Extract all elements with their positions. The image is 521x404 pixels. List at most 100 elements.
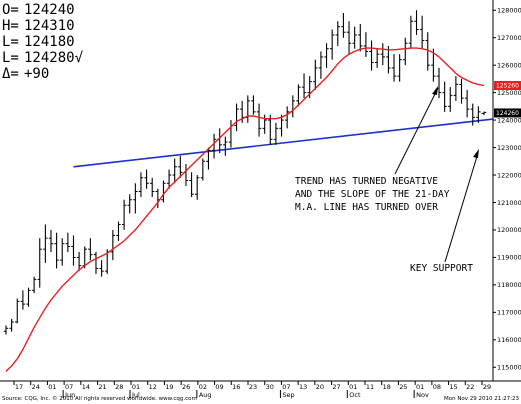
- ohlc-bar: [301, 73, 307, 99]
- ohlc-bar: [313, 59, 318, 90]
- y-tick-label: 116000: [497, 336, 521, 344]
- ohlc-readout: O= 124240 H= 124310 L= 124180 L= 124280√ Δ= +90: [2, 2, 84, 82]
- annotations: TREND HAS TURNED NEGATIVE AND THE SLOPE O…: [295, 86, 479, 274]
- y-tick-label: 120000: [497, 226, 521, 234]
- ohlc-bar: [54, 232, 59, 269]
- ohlc-bar: [408, 15, 414, 49]
- ohlc-bar: [37, 238, 42, 288]
- ohlc-bar: [76, 251, 82, 272]
- price-tag: [494, 108, 521, 118]
- x-tick-label: 30: [266, 383, 274, 391]
- x-axis: 17 24 01 07 14 21 28 01 12 19 26 02 09 16 23 30 07 13 20 27…: [13, 381, 491, 399]
- ohlc-bar: [48, 229, 54, 252]
- ohlc-bar: [374, 48, 380, 68]
- x-tick-label: 20: [316, 383, 324, 391]
- ohlc-bar: [15, 298, 20, 324]
- ohlc-bar: [358, 23, 363, 52]
- x-tick-label: 13: [299, 383, 307, 391]
- x-tick-label: 15: [449, 383, 457, 391]
- y-tick-label: 121000: [497, 199, 521, 207]
- x-tick-label: 24: [32, 383, 40, 391]
- ohlc-bar: [284, 106, 290, 129]
- ohlc-bar: [172, 158, 177, 184]
- annotation-trend-text: AND THE SLOPE OF THE 21-DAY: [295, 189, 450, 200]
- month-label: Jun: [64, 391, 75, 399]
- x-tick-label: 18: [383, 383, 391, 391]
- readout-label: L=: [2, 50, 19, 66]
- ohlc-bar: [448, 87, 453, 112]
- x-tick-label: 26: [182, 383, 190, 391]
- ohlc-bar: [150, 177, 155, 197]
- y-tick-label: 122000: [497, 171, 521, 179]
- x-tick-label: 01: [416, 383, 424, 391]
- ohlc-bar: [386, 45, 391, 74]
- x-tick-label: 22: [466, 383, 474, 391]
- readout-value: 124180: [24, 34, 75, 50]
- ohlc-bar: [133, 183, 138, 214]
- ohlc-bar: [481, 111, 487, 116]
- month-label: Aug: [199, 391, 212, 399]
- x-tick-label: 08: [433, 383, 441, 391]
- ohlc-bar: [476, 106, 481, 123]
- ohlc-bar: [414, 10, 419, 35]
- x-tick-label: 01: [349, 383, 357, 391]
- ohlc-bar: [43, 224, 48, 263]
- ohlc-bar: [9, 318, 14, 332]
- ohlc-bar: [262, 114, 267, 134]
- readout-value: 124310: [24, 18, 75, 34]
- month-label: Oct: [349, 391, 361, 399]
- ohlc-bar: [211, 133, 217, 159]
- x-tick-label: 11: [366, 383, 374, 391]
- footer-source: Source: CQG, Inc. © 2010 All rights rese…: [2, 395, 197, 402]
- ohlc-bar: [71, 235, 76, 266]
- ohlc-bar: [60, 238, 65, 266]
- y-tick-label: 117000: [497, 309, 521, 317]
- ohlc-bar: [346, 21, 352, 55]
- price-tag-label: 124260: [496, 110, 519, 117]
- ohlc-bar: [391, 54, 397, 82]
- ohlc-bar: [419, 15, 425, 49]
- readout-value: +90: [24, 66, 49, 82]
- annotation-trend-text: M.A. LINE HAS TURNED OVER: [295, 202, 438, 213]
- ohlc-bar: [26, 287, 31, 307]
- readout-label: H=: [2, 18, 19, 34]
- ohlc-bar: [369, 40, 374, 71]
- x-tick-label: 12: [149, 383, 157, 391]
- ohlc-bar: [99, 260, 104, 277]
- ohlc-bar: [116, 221, 121, 241]
- x-tick-label: 29: [483, 383, 491, 391]
- ohlc-bar: [397, 54, 402, 82]
- ohlc-bar: [166, 169, 172, 189]
- y-tick-label: 124000: [497, 116, 521, 124]
- x-tick-label: 23: [249, 383, 257, 391]
- annotation-trend-arrow: [394, 87, 439, 175]
- ohlc-bar: [329, 29, 335, 60]
- arrowhead-icon: [432, 86, 438, 95]
- annotation-trend-text: TREND HAS TURNED NEGATIVE: [295, 176, 438, 187]
- ohlc-bar: [363, 32, 369, 57]
- y-tick-label: 127000: [497, 34, 521, 42]
- y-tick-label: 128000: [497, 7, 521, 15]
- month-label: Jul: [131, 391, 140, 399]
- ohlc-bar: [88, 238, 93, 261]
- y-axis: 115000 116000 117000 118000 119000 120000 1210…: [493, 7, 521, 372]
- plot-area: [0, 0, 521, 382]
- x-tick-label: 01: [132, 383, 140, 391]
- month-label: Nov: [416, 391, 429, 399]
- y-tick-label: 118000: [497, 281, 521, 289]
- ohlc-bar: [279, 114, 284, 137]
- ohlc-bar: [442, 81, 447, 112]
- ohlc-bar: [273, 122, 279, 145]
- ohlc-bar: [65, 232, 71, 252]
- ohlc-bar: [3, 325, 9, 335]
- ohlc-bar: [453, 76, 459, 101]
- ohlc-bar: [200, 158, 206, 181]
- moving-average-line: [5, 47, 485, 372]
- ohlc-bar: [436, 67, 442, 99]
- x-tick-label: 16: [232, 383, 240, 391]
- ohlc-bar: [268, 114, 273, 145]
- ohlc-bar: [20, 290, 26, 310]
- annotation-support-text: KEY SUPPORT: [410, 263, 473, 274]
